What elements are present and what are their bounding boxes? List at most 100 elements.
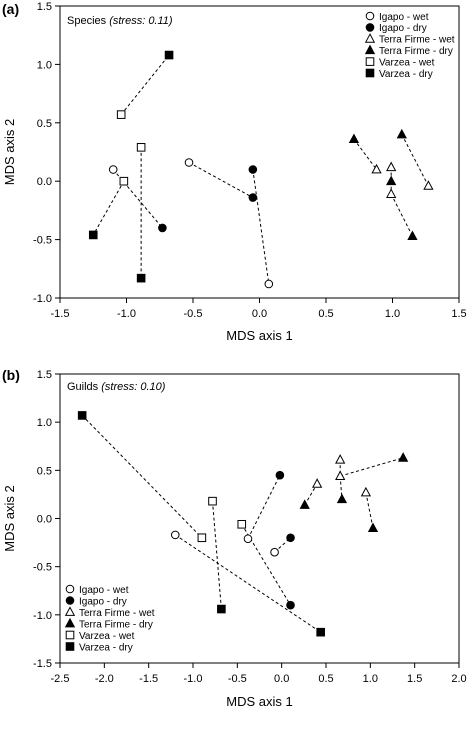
point-igapo-wet	[108, 165, 118, 174]
point-terra-firme-dry	[386, 175, 397, 186]
legend-label: Igapo - wet	[79, 585, 129, 596]
panel-label: (a)	[2, 1, 19, 17]
panel-label: (b)	[2, 367, 20, 383]
legend-marker	[65, 584, 75, 594]
legend-marker	[365, 23, 375, 32]
x-tick-label: 1.5	[407, 673, 422, 685]
legend-marker	[65, 630, 75, 640]
pair-link	[174, 534, 321, 633]
pair-link	[120, 54, 170, 115]
point-terra-firme-dry	[367, 522, 379, 533]
point-terra-firme-wet	[335, 454, 346, 464]
legend-marker	[365, 68, 375, 78]
legend-label: Varzea - dry	[379, 69, 433, 80]
x-axis-label: MDS axis 1	[226, 328, 292, 343]
legend-marker	[64, 617, 76, 628]
point-varzea-dry	[217, 604, 226, 614]
point-terra-firme-dry	[336, 493, 348, 504]
legend-marker	[365, 57, 375, 66]
pair-link	[401, 134, 429, 187]
pair-link	[247, 474, 281, 539]
x-tick-label: 2.0	[451, 673, 466, 685]
point-terra-firme-wet	[386, 161, 397, 172]
point-terra-firme-wet	[360, 486, 372, 497]
legend-marker	[364, 33, 376, 43]
y-tick-label: -1.0	[33, 293, 52, 305]
point-terra-firme-dry	[299, 499, 310, 509]
chart-title-stress: (stress: 0.11)	[109, 15, 173, 27]
y-tick-label: 0.5	[37, 465, 52, 477]
legend-marker	[65, 642, 75, 651]
chart-title: Guilds (stress: 0.10)	[67, 381, 166, 393]
point-varzea-dry	[164, 50, 174, 60]
point-igapo-wet	[170, 530, 180, 540]
chart-title-stress: (stress: 0.10)	[101, 381, 166, 393]
y-tick-label: 1.5	[37, 369, 52, 381]
pair-link	[252, 169, 270, 285]
y-tick-label: 1.0	[37, 59, 52, 71]
legend-marker	[365, 11, 375, 21]
chart-title-prefix: Guilds	[67, 381, 101, 393]
y-tick-label: 0.5	[37, 118, 52, 130]
point-igapo-dry	[286, 533, 295, 543]
point-varzea-dry	[316, 627, 325, 637]
legend-label: Terra Firme - wet	[79, 608, 155, 619]
y-tick-label: -0.5	[33, 235, 52, 247]
point-igapo-wet	[243, 534, 253, 544]
x-tick-label: -1.0	[117, 308, 136, 320]
chart-panel-b: -2.5 -2.0 -1.5 -1.0 -0.5 0.0 0.5 1.0 1.5 2.0 -1.5 -…	[2, 367, 467, 709]
point-terra-firme-wet	[311, 478, 323, 488]
chart-title: Species (stress: 0.11)	[67, 15, 173, 27]
point-varzea-dry	[88, 230, 98, 240]
pair-link	[340, 457, 404, 477]
x-tick-label: 1.0	[363, 673, 378, 685]
x-tick-label: -0.5	[228, 673, 247, 685]
point-igapo-dry	[248, 193, 258, 202]
legend-label: Varzea - dry	[79, 642, 133, 653]
point-terra-firme-dry	[398, 452, 409, 462]
y-tick-label: 0.0	[37, 176, 52, 188]
legend-marker	[65, 596, 75, 605]
y-tick-label: 0.0	[37, 514, 52, 526]
point-terra-firme-wet	[335, 470, 346, 481]
x-tick-label: 0.0	[274, 673, 289, 685]
point-terra-firme-dry	[407, 230, 418, 240]
point-terra-firme-dry	[348, 133, 360, 144]
x-tick-label: 0.5	[318, 673, 333, 685]
point-varzea-dry	[136, 273, 146, 283]
pair-link	[241, 524, 291, 606]
y-tick-label: -1.5	[33, 658, 52, 670]
pair-link	[304, 483, 318, 506]
x-tick-label: 0.0	[252, 308, 267, 320]
legend-label: Igapo - dry	[379, 23, 427, 34]
legend-label: Terra Firme - dry	[79, 619, 153, 630]
y-tick-label: -0.5	[33, 562, 52, 574]
legend-label: Varzea - wet	[379, 57, 435, 68]
legend-label: Terra Firme - wet	[379, 35, 455, 46]
point-igapo-dry	[158, 223, 167, 233]
point-varzea-wet	[119, 176, 129, 186]
pair-link	[92, 180, 125, 236]
x-tick-label: -1.0	[184, 673, 203, 685]
x-tick-label: 1.5	[451, 308, 466, 320]
legend-label: Varzea - wet	[79, 631, 135, 642]
point-igapo-wet	[270, 547, 279, 557]
legend-label: Terra Firme - dry	[379, 46, 453, 57]
y-tick-label: -1.0	[33, 610, 52, 622]
legend-marker	[64, 606, 76, 616]
legend-marker	[364, 44, 376, 55]
point-varzea-wet	[237, 519, 247, 529]
point-igapo-wet	[184, 158, 194, 167]
pair-link	[212, 501, 222, 610]
chart-panel-a: -1.5 -1.0 -0.5 0.0 0.5 1.0 1.5 -1.0 -0.5 0.0 0.5 1.…	[2, 1, 467, 343]
x-axis-label: MDS axis 1	[226, 694, 292, 709]
point-terra-firme-wet	[386, 188, 397, 198]
point-terra-firme-dry	[396, 128, 407, 139]
point-varzea-wet	[116, 110, 126, 119]
pair-link	[81, 415, 203, 539]
x-tick-label: 1.0	[385, 308, 400, 320]
x-tick-label: -2.0	[95, 673, 114, 685]
point-igapo-dry	[248, 165, 258, 174]
